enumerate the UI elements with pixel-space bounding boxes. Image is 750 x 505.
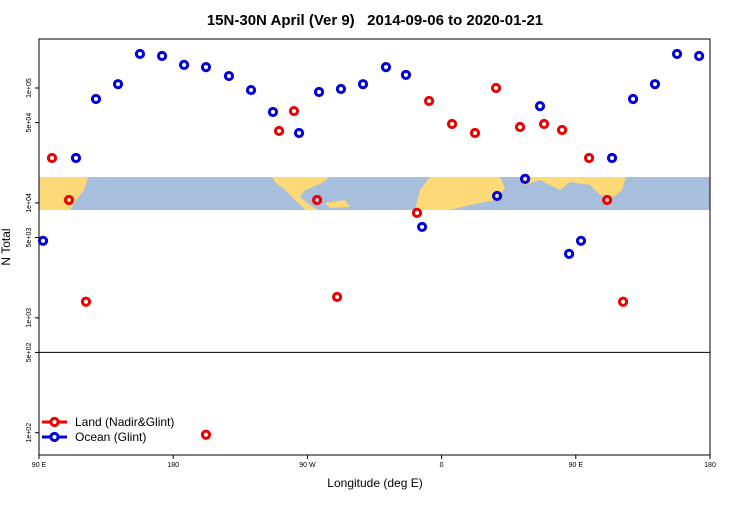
legend-marker xyxy=(49,431,60,443)
point xyxy=(200,429,212,440)
point xyxy=(245,84,257,96)
point xyxy=(112,79,124,90)
x-tick-label: 90 E xyxy=(32,462,47,469)
point xyxy=(694,50,705,62)
y-tick-label: 5e+04 xyxy=(26,113,33,133)
legend-label: Ocean (Glint) xyxy=(75,430,146,444)
point xyxy=(288,105,300,117)
point xyxy=(514,121,526,133)
point xyxy=(416,221,428,233)
x-tick-label: 180 xyxy=(167,462,179,469)
map-land xyxy=(39,177,88,210)
point xyxy=(134,48,146,60)
point xyxy=(313,86,325,98)
x-tick-label: 90 E xyxy=(569,462,584,469)
point xyxy=(380,62,392,73)
point xyxy=(423,95,435,107)
point xyxy=(627,93,639,105)
map-land xyxy=(272,177,330,210)
point xyxy=(156,50,168,62)
x-tick-label: 180 xyxy=(704,462,716,469)
map-band xyxy=(39,177,710,210)
point xyxy=(583,152,595,164)
map-land xyxy=(520,177,626,200)
point xyxy=(490,82,502,94)
point xyxy=(331,291,343,303)
point xyxy=(400,69,412,81)
point xyxy=(491,190,503,202)
y-tick-label: 1e+04 xyxy=(26,193,33,213)
x-axis-label: Longitude (deg E) xyxy=(327,476,422,490)
point xyxy=(538,118,550,130)
point xyxy=(602,194,613,206)
point xyxy=(70,152,82,164)
y-tick-label: 1e+05 xyxy=(26,78,33,98)
point xyxy=(267,106,279,118)
map-land xyxy=(325,200,350,208)
y-tick-label: 1e+02 xyxy=(26,423,33,443)
legend-marker xyxy=(49,416,60,428)
y-axis-label: N Total xyxy=(0,228,13,265)
point xyxy=(46,152,58,164)
point xyxy=(335,83,347,95)
point xyxy=(520,173,531,184)
legend-label: Land (Nadir&Glint) xyxy=(75,415,174,429)
point xyxy=(37,235,49,246)
x-tick-label: 90 W xyxy=(299,462,316,469)
point xyxy=(178,59,190,70)
point xyxy=(63,194,75,206)
point xyxy=(563,248,575,259)
point xyxy=(469,127,481,139)
x-tick-label: 0 xyxy=(440,462,444,469)
point xyxy=(293,127,305,139)
point xyxy=(534,100,546,112)
point xyxy=(446,118,458,130)
chart-title: 15N-30N April (Ver 9) 2014-09-06 to 2020… xyxy=(207,12,543,29)
point xyxy=(575,235,587,246)
map-land xyxy=(415,177,505,210)
y-tick-label: 5e+03 xyxy=(26,228,33,248)
point xyxy=(223,70,235,82)
y-tick-label: 5e+02 xyxy=(26,342,33,362)
point xyxy=(411,207,423,218)
y-tick-label: 1e+03 xyxy=(26,308,33,328)
point xyxy=(273,125,285,137)
point xyxy=(80,296,92,307)
point xyxy=(671,48,683,60)
point xyxy=(200,62,212,73)
point xyxy=(357,79,369,90)
plot-frame xyxy=(38,38,711,456)
point xyxy=(649,79,661,90)
point xyxy=(311,194,323,206)
point xyxy=(617,296,629,307)
point xyxy=(606,152,618,164)
point xyxy=(90,93,102,105)
point xyxy=(556,124,568,136)
